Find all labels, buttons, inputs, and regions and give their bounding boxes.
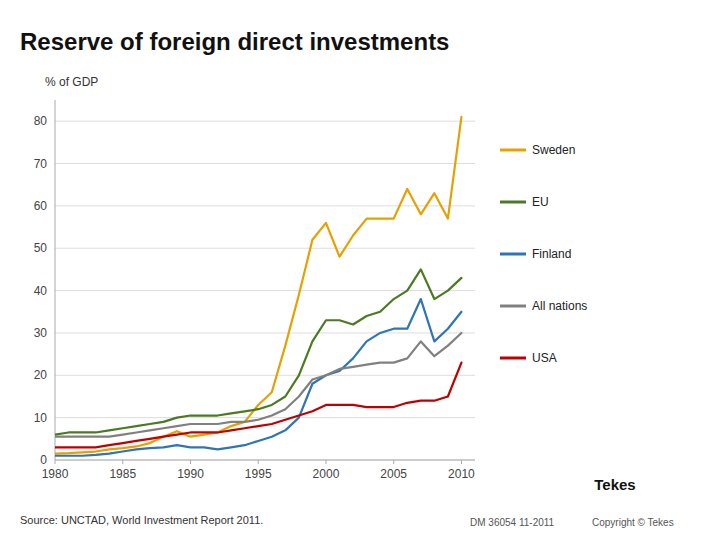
y-tick-label: 20 — [34, 368, 48, 382]
y-axis-label: % of GDP — [45, 75, 98, 89]
chart: Reserve of foreign direct investments % o… — [0, 0, 720, 540]
series-line — [55, 117, 461, 454]
source: Source: UNCTAD, World Investment Report … — [20, 514, 263, 526]
dm-text: DM 36054 11-2011 — [470, 517, 555, 528]
title: Reserve of foreign direct investments — [20, 28, 449, 55]
y-tick-label: 0 — [40, 453, 47, 467]
x-tick-label: 1995 — [245, 467, 272, 481]
x-tick-label: 1985 — [109, 467, 136, 481]
x-tick-label: 2010 — [448, 467, 475, 481]
legend-swatch — [500, 305, 526, 308]
series-line — [55, 299, 461, 456]
y-axis-line — [55, 100, 56, 460]
x-tick-label: 2005 — [380, 467, 407, 481]
y-tick-label: 70 — [34, 157, 48, 171]
grid-line — [55, 205, 475, 206]
legend-label: Finland — [532, 247, 571, 261]
grid-line — [55, 290, 475, 291]
x-tick-label: 1980 — [42, 467, 69, 481]
grid-line — [55, 163, 475, 164]
x-tick — [55, 460, 56, 464]
legend: Sweden EU Finland All nations USA — [500, 143, 587, 365]
x-axis-line — [55, 460, 475, 461]
x-tick — [258, 460, 259, 464]
logo-text: Tekes — [594, 476, 635, 493]
legend-label: Sweden — [532, 143, 575, 157]
x-tick — [122, 460, 123, 464]
legend-swatch — [500, 149, 526, 152]
y-tick-label: 50 — [34, 241, 48, 255]
legend-label: USA — [532, 351, 557, 365]
lines — [55, 117, 461, 456]
x-tick-label: 1990 — [177, 467, 204, 481]
grid-line — [55, 460, 475, 461]
x-tick — [190, 460, 191, 464]
y-tick-label: 10 — [34, 411, 48, 425]
series-line — [55, 333, 461, 437]
grid-line — [55, 248, 475, 249]
copyright: Copyright © Tekes — [592, 517, 674, 528]
y-tick-label: 40 — [34, 284, 48, 298]
x-tick — [325, 460, 326, 464]
legend-swatch — [500, 357, 526, 360]
grid-line — [55, 375, 475, 376]
y-tick-label: 60 — [34, 199, 48, 213]
grid-line — [55, 121, 475, 122]
legend-label: EU — [532, 195, 549, 209]
y-tick-label: 30 — [34, 326, 48, 340]
series-line — [55, 269, 461, 434]
grid-line — [55, 332, 475, 333]
series-line — [55, 363, 461, 448]
legend-swatch — [500, 253, 526, 256]
x-tick — [393, 460, 394, 464]
x-tick — [461, 460, 462, 464]
legend-label: All nations — [532, 299, 587, 313]
x-tick-label: 2000 — [313, 467, 340, 481]
legend-swatch — [500, 201, 526, 204]
y-tick-label: 80 — [34, 114, 48, 128]
grid — [55, 121, 475, 460]
